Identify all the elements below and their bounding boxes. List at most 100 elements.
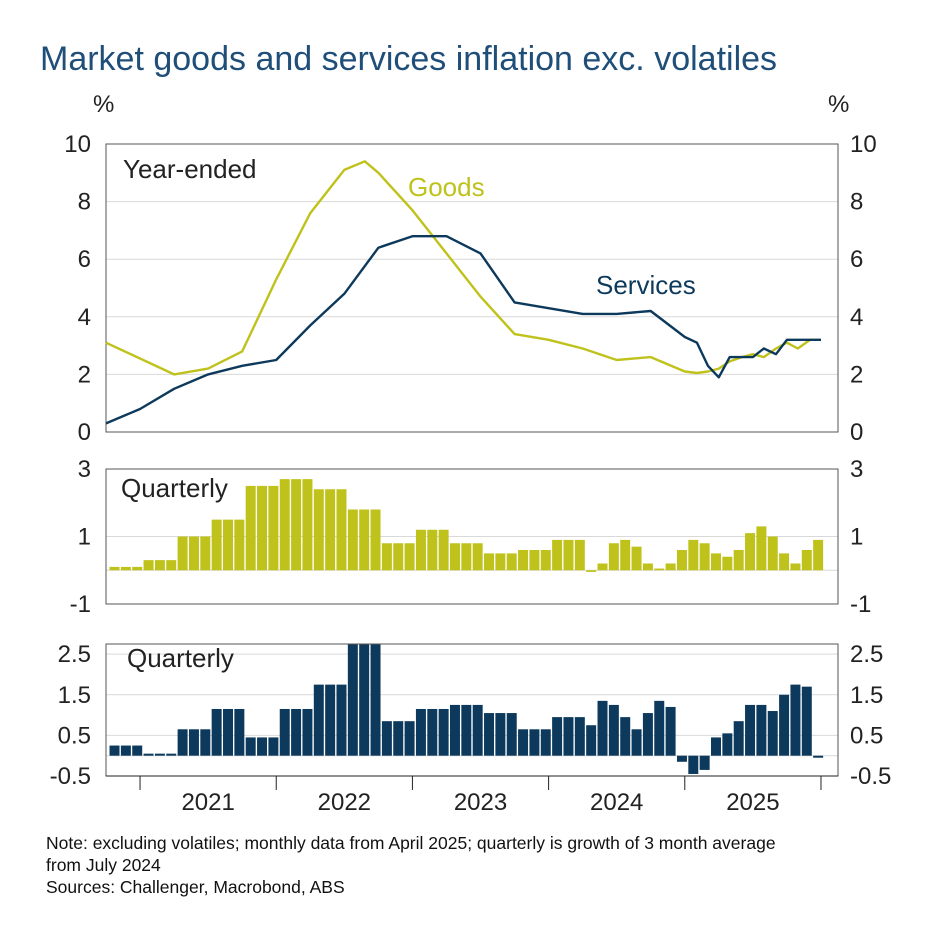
year-ended-y-tick-left: 0: [78, 419, 91, 446]
services-quarterly-bar: [211, 708, 222, 756]
x-tick-label: 2025: [726, 789, 779, 816]
goods-quarterly-bar: [665, 563, 676, 571]
goods-quarterly-bar: [813, 539, 824, 571]
services-quarterly-y-tick-right: 2.5: [850, 641, 883, 668]
goods-quarterly-bar: [597, 563, 608, 571]
services-quarterly-bar: [268, 737, 279, 756]
services-quarterly-bar: [699, 755, 710, 770]
services-quarterly-bar: [166, 753, 177, 756]
goods-quarterly-bar: [359, 509, 370, 571]
services-quarterly-bar: [177, 729, 188, 756]
goods-quarterly-bar: [325, 489, 336, 571]
goods-quarterly-bar: [234, 519, 245, 571]
services-quarterly-bar: [597, 700, 608, 756]
services-quarterly-y-tick-left: 0.5: [58, 722, 91, 749]
services-quarterly-bar: [642, 713, 653, 756]
year-ended-y-tick-left: 6: [78, 246, 91, 273]
goods-quarterly-bar: [313, 489, 324, 571]
chart-notes: Note: excluding volatiles; monthly data …: [46, 832, 906, 898]
goods-quarterly-label: Quarterly: [121, 473, 228, 503]
services-quarterly-bar: [574, 717, 585, 756]
goods-quarterly-bar: [586, 570, 597, 572]
year-ended-panel: 0 0 2 2 4 4 6 6 8 8 10 10% % Year-ended Goods Services: [64, 91, 876, 446]
services-quarterly-bar: [143, 753, 154, 756]
goods-quarterly-bar: [574, 539, 585, 571]
services-quarterly-bar: [132, 745, 143, 756]
goods-quarterly-bar: [245, 485, 256, 571]
services-quarterly-y-tick-right: 0.5: [850, 722, 883, 749]
services-quarterly-bar: [733, 721, 744, 756]
services-quarterly-bar: [404, 721, 415, 756]
services-quarterly-y-tick-right: -0.5: [850, 763, 891, 790]
services-quarterly-bar: [325, 684, 336, 756]
services-quarterly-bar: [313, 684, 324, 756]
goods-quarterly-y-tick-right: -1: [850, 591, 871, 618]
goods-quarterly-y-tick-left: 3: [78, 456, 91, 483]
goods-quarterly-bar: [495, 553, 506, 571]
goods-quarterly-bar: [756, 526, 767, 571]
services-quarterly-bar: [188, 729, 199, 756]
services-quarterly-bar: [676, 755, 687, 762]
goods-quarterly-bar: [767, 536, 778, 571]
year-ended-y-tick-right: 6: [850, 246, 863, 273]
services-quarterly-bar: [711, 737, 721, 756]
goods-quarterly-bar: [438, 529, 449, 571]
services-quarterly-bar: [257, 737, 268, 756]
goods-quarterly-bar: [620, 539, 631, 571]
goods-quarterly-bar: [631, 546, 642, 571]
goods-quarterly-bar: [563, 539, 574, 571]
x-tick-label: 2021: [181, 789, 234, 816]
goods-quarterly-bar: [676, 550, 687, 571]
year-ended-y-tick-left: 4: [78, 304, 91, 331]
note-line-1: Note: excluding volatiles; monthly data …: [46, 833, 776, 853]
goods-quarterly-bar: [688, 539, 699, 571]
goods-quarterly-bar: [699, 543, 710, 571]
goods-quarterly-y-tick-right: 1: [850, 524, 863, 551]
services-quarterly-bar: [552, 717, 563, 756]
services-quarterly-bar: [813, 755, 824, 758]
services-quarterly-bar: [370, 644, 381, 756]
goods-quarterly-bar: [722, 556, 733, 571]
services-quarterly-bar: [245, 737, 256, 756]
year-ended-y-tick-left: 8: [78, 189, 91, 216]
services-quarterly-bar: [336, 684, 347, 756]
year-ended-label: Year-ended: [123, 154, 257, 184]
goods-quarterly-panel: -1 -1 1 1 3 3 Quarterly: [70, 456, 872, 618]
goods-quarterly-bar: [257, 485, 268, 571]
services-quarterly-bar: [608, 704, 619, 756]
goods-quarterly-bar: [302, 479, 313, 571]
services-quarterly-bar: [563, 717, 574, 756]
services-quarterly-y-tick-right: 1.5: [850, 682, 883, 709]
services-quarterly-bar: [790, 684, 801, 756]
services-quarterly-bar: [279, 708, 290, 756]
goods-quarterly-bar: [518, 550, 529, 571]
services-quarterly-bar: [506, 713, 517, 756]
goods-quarterly-bar: [552, 539, 563, 571]
services-quarterly-bar: [200, 729, 211, 756]
goods-quarterly-bar: [654, 568, 665, 571]
goods-quarterly-bar: [733, 550, 744, 571]
services-quarterly-bar: [438, 708, 449, 756]
services-quarterly-bar: [461, 704, 472, 756]
services-quarterly-bar: [415, 708, 426, 756]
services-quarterly-bar: [495, 713, 506, 756]
services-quarterly-bar: [427, 708, 438, 756]
goods-quarterly-bar: [790, 563, 801, 571]
services-quarterly-bar: [631, 729, 642, 756]
year-ended-y-tick-right: 8: [850, 189, 863, 216]
services-quarterly-bar: [393, 721, 404, 756]
goods-quarterly-bar: [166, 560, 177, 571]
panel-frame: [105, 468, 839, 605]
goods-quarterly-bar: [347, 509, 358, 571]
x-axis: 2021 2022 2023 2024 2025: [106, 775, 838, 816]
services-series-label: Services: [596, 270, 696, 300]
x-tick-label: 2023: [454, 789, 507, 816]
goods-quarterly-bar: [120, 566, 131, 571]
services-quarterly-bar: [347, 644, 358, 756]
services-quarterly-bar: [586, 725, 597, 756]
goods-quarterly-bar: [608, 543, 619, 571]
goods-quarterly-bar: [132, 566, 143, 571]
services-quarterly-bar: [302, 708, 313, 756]
goods-quarterly-bar: [109, 566, 120, 571]
